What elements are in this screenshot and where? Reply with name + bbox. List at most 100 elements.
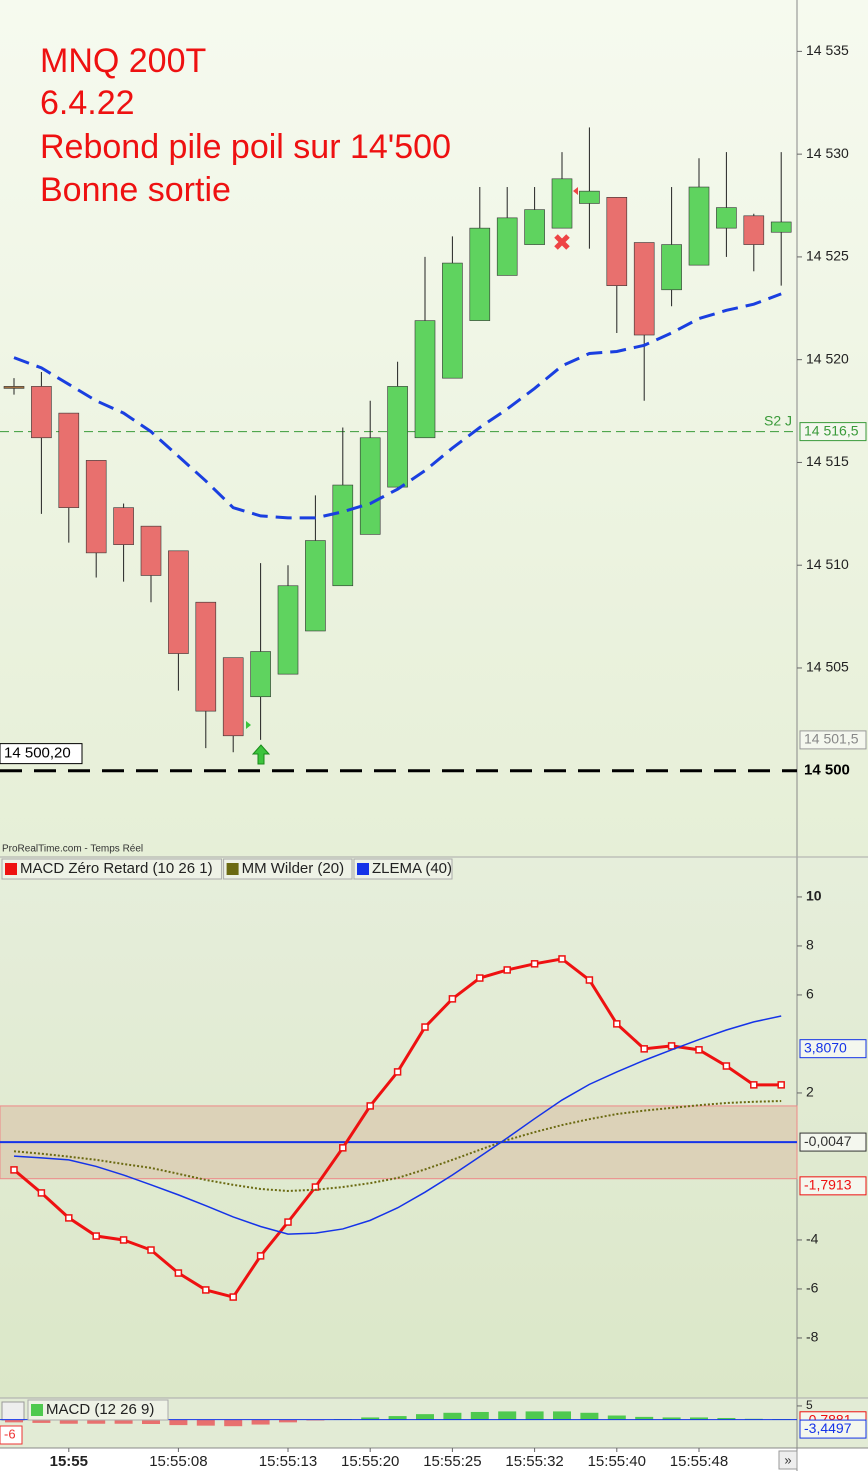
axis-marker-box — [799, 1176, 867, 1196]
hist-bar — [553, 1411, 571, 1420]
candle-body — [716, 207, 737, 229]
point — [667, 1042, 676, 1050]
candle-body — [469, 227, 491, 321]
legend-swatch — [31, 1404, 43, 1416]
exit-cross — [554, 234, 570, 250]
y-tick-label: 14 530 — [806, 145, 849, 161]
point — [92, 1232, 100, 1240]
legend-swatch — [5, 863, 17, 875]
axis-marker-box — [799, 1039, 867, 1059]
candle-body — [743, 215, 765, 245]
y-tick-label: 14 515 — [806, 453, 849, 469]
hist-bar — [251, 1419, 270, 1425]
axis-marker-label: -1,7913 — [804, 1177, 852, 1193]
axis-marker-label: 14 501,5 — [804, 731, 859, 747]
candle-body — [140, 525, 162, 576]
candle-body — [606, 197, 628, 286]
hist-bar — [443, 1412, 462, 1420]
hist-bar — [87, 1419, 106, 1424]
hist-bar — [5, 1419, 23, 1423]
candle-body — [770, 221, 792, 233]
point — [421, 1023, 429, 1031]
axis-marker-label: 3,8070 — [804, 1039, 847, 1055]
point — [10, 1166, 18, 1174]
point — [393, 1068, 402, 1076]
legend-swatch — [357, 863, 369, 875]
scroll-icon[interactable]: » — [784, 1452, 791, 1467]
hist-bar — [388, 1416, 407, 1420]
marker — [573, 187, 578, 195]
point — [640, 1045, 648, 1053]
annotation: MNQ 200T — [40, 42, 206, 80]
point — [722, 1062, 731, 1070]
hist-bar — [525, 1411, 544, 1420]
y-tick-label: 14 520 — [806, 350, 849, 366]
candle-body — [85, 460, 107, 554]
hist-bar — [279, 1419, 297, 1423]
y-tick-label: -6 — [806, 1280, 819, 1296]
point — [503, 966, 511, 974]
hist-bar — [169, 1419, 188, 1426]
y-tick-label: 6 — [806, 986, 814, 1002]
left-label-box — [0, 1425, 23, 1445]
point — [613, 1020, 621, 1028]
point — [65, 1214, 73, 1222]
y-tick-label: 10 — [806, 888, 822, 904]
candle-body — [496, 217, 518, 276]
legend-item — [353, 858, 453, 880]
hist-bar — [416, 1414, 434, 1420]
time-axis-bg — [0, 1448, 868, 1471]
hist-bar — [114, 1419, 133, 1424]
candle-body — [250, 651, 271, 698]
candle-body — [195, 601, 217, 712]
point — [558, 955, 566, 963]
axis-marker-label: -0,0047 — [804, 1133, 852, 1149]
point — [202, 1286, 210, 1294]
legend-label: MM Wilder (20) — [242, 860, 345, 877]
point — [476, 974, 484, 982]
hist-bar — [635, 1416, 654, 1420]
candle-body — [579, 190, 600, 204]
hist-bar — [470, 1411, 489, 1420]
candle-body — [3, 386, 25, 389]
legend-label: MACD Zéro Retard (10 26 1) — [20, 860, 213, 877]
legend-item — [1, 858, 223, 880]
point — [174, 1269, 183, 1277]
level-name: S2 J — [764, 412, 792, 428]
price-box — [0, 743, 83, 765]
left-label: -6 — [4, 1426, 16, 1441]
hist-bar — [59, 1419, 78, 1424]
candle-body — [359, 437, 381, 535]
point — [530, 960, 539, 968]
point — [37, 1189, 46, 1197]
alert-button[interactable] — [1, 1401, 25, 1421]
x-tick-label: 15:55:40 — [588, 1453, 646, 1470]
legend-item — [27, 1399, 169, 1421]
x-tick-label: 15:55:25 — [423, 1453, 481, 1470]
candle-body — [31, 386, 52, 439]
price-box-label: 14 500,20 — [4, 745, 71, 762]
buy-arrow — [251, 744, 271, 765]
scroll-button[interactable] — [778, 1450, 798, 1470]
candle-body — [551, 178, 573, 229]
axis-marker-box — [799, 1419, 867, 1439]
candle-body — [688, 186, 710, 266]
series-line — [13, 1015, 782, 1235]
candle-body — [222, 657, 244, 737]
hist-bar — [224, 1419, 243, 1427]
hist-bar — [142, 1419, 160, 1425]
point — [777, 1081, 785, 1089]
hist-bar — [607, 1415, 626, 1420]
x-tick-label: 15:55:13 — [259, 1453, 317, 1470]
marker — [246, 721, 251, 729]
y-tick-label: 2 — [806, 1084, 814, 1100]
candle-body — [277, 585, 299, 675]
hist-bar — [690, 1417, 708, 1420]
point — [119, 1236, 128, 1244]
point — [448, 995, 457, 1003]
point — [284, 1218, 292, 1226]
candle-body — [524, 209, 545, 245]
x-tick-label: 15:55:32 — [505, 1453, 563, 1470]
axis-marker-box — [799, 1132, 867, 1152]
